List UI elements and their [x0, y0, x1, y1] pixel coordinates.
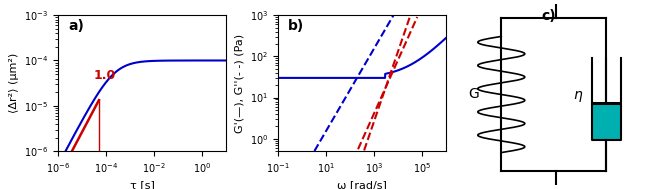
Text: G: G — [469, 88, 479, 101]
Bar — [592, 103, 621, 140]
X-axis label: ω [rad/s]: ω [rad/s] — [337, 180, 387, 189]
Text: b): b) — [288, 19, 304, 33]
Text: η: η — [574, 88, 583, 101]
Text: 1.0: 1.0 — [94, 69, 116, 81]
X-axis label: τ [s]: τ [s] — [130, 180, 154, 189]
Text: c): c) — [541, 9, 556, 23]
Y-axis label: G'(—), G''(- -) (Pa): G'(—), G''(- -) (Pa) — [234, 34, 244, 133]
Y-axis label: ⟨Δr²⟩ (μm²): ⟨Δr²⟩ (μm²) — [8, 53, 19, 113]
Text: a): a) — [68, 19, 84, 33]
